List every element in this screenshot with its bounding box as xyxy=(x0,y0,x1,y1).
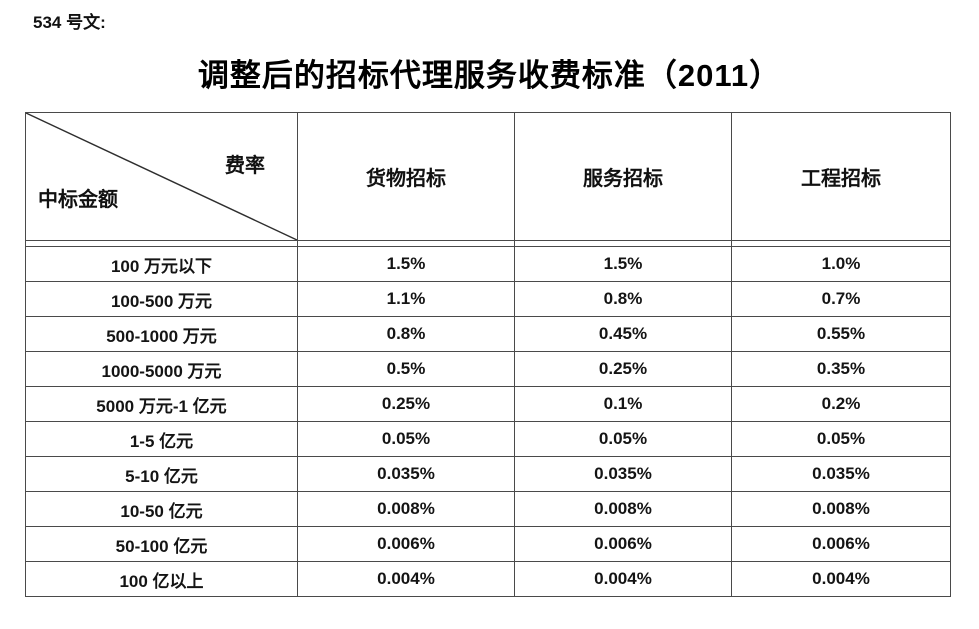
rate-cell: 0.004% xyxy=(297,561,515,597)
amount-range-cell: 500-1000 万元 xyxy=(25,316,298,352)
rate-cell: 0.8% xyxy=(297,316,515,352)
table-row: 10-50 亿元 0.008% 0.008% 0.008% xyxy=(25,491,951,527)
diagonal-line-icon xyxy=(26,113,297,240)
rate-cell: 1.5% xyxy=(514,246,732,282)
rate-cell: 0.035% xyxy=(297,456,515,492)
table-row: 100 亿以上 0.004% 0.004% 0.004% xyxy=(25,561,951,597)
amount-range-cell: 100-500 万元 xyxy=(25,281,298,317)
rate-cell: 0.7% xyxy=(731,281,951,317)
document-number-label: 534 号文: xyxy=(33,13,106,32)
rate-cell: 0.35% xyxy=(731,351,951,387)
table-row: 5-10 亿元 0.035% 0.035% 0.035% xyxy=(25,456,951,492)
rate-cell: 0.008% xyxy=(297,491,515,527)
amount-axis-label: 中标金额 xyxy=(38,189,118,211)
rate-cell: 0.004% xyxy=(731,561,951,597)
amount-range-cell: 5-10 亿元 xyxy=(25,456,298,492)
table-row: 50-100 亿元 0.006% 0.006% 0.006% xyxy=(25,526,951,562)
table-row: 1-5 亿元 0.05% 0.05% 0.05% xyxy=(25,421,951,457)
rate-cell: 1.0% xyxy=(731,246,951,282)
table-row: 5000 万元-1 亿元 0.25% 0.1% 0.2% xyxy=(25,386,951,422)
rate-cell: 1.5% xyxy=(297,246,515,282)
rate-axis-label: 费率 xyxy=(225,155,265,177)
rate-cell: 0.05% xyxy=(297,421,515,457)
amount-range-cell: 100 亿以上 xyxy=(25,561,298,597)
rate-cell: 0.55% xyxy=(731,316,951,352)
rate-cell: 0.035% xyxy=(731,456,951,492)
column-header-engineering: 工程招标 xyxy=(731,112,951,241)
table-row: 100 万元以下 1.5% 1.5% 1.0% xyxy=(25,246,951,282)
rate-cell: 0.8% xyxy=(514,281,732,317)
amount-range-cell: 5000 万元-1 亿元 xyxy=(25,386,298,422)
fee-rate-table: 费率 中标金额 货物招标 服务招标 工程招标 100 万元以下 1.5% 1.5% 1… xyxy=(25,112,951,597)
table-row: 1000-5000 万元 0.5% 0.25% 0.35% xyxy=(25,351,951,387)
table-header-row: 费率 中标金额 货物招标 服务招标 工程招标 xyxy=(25,112,951,241)
table-title: 调整后的招标代理服务收费标准（2011） xyxy=(197,58,782,93)
rate-cell: 1.1% xyxy=(297,281,515,317)
rate-cell: 0.006% xyxy=(514,526,732,562)
corner-cell: 费率 中标金额 xyxy=(25,112,298,241)
rate-cell: 0.1% xyxy=(514,386,732,422)
amount-range-cell: 1-5 亿元 xyxy=(25,421,298,457)
rate-cell: 0.25% xyxy=(297,386,515,422)
rate-cell: 0.05% xyxy=(514,421,732,457)
table-row: 500-1000 万元 0.8% 0.45% 0.55% xyxy=(25,316,951,352)
amount-range-cell: 50-100 亿元 xyxy=(25,526,298,562)
column-header-services: 服务招标 xyxy=(514,112,732,241)
rate-cell: 0.035% xyxy=(514,456,732,492)
rate-cell: 0.5% xyxy=(297,351,515,387)
column-header-goods: 货物招标 xyxy=(297,112,515,241)
table-row: 100-500 万元 1.1% 0.8% 0.7% xyxy=(25,281,951,317)
amount-range-cell: 10-50 亿元 xyxy=(25,491,298,527)
rate-cell: 0.008% xyxy=(514,491,732,527)
rate-cell: 0.45% xyxy=(514,316,732,352)
rate-cell: 0.008% xyxy=(731,491,951,527)
rate-cell: 0.006% xyxy=(297,526,515,562)
amount-range-cell: 1000-5000 万元 xyxy=(25,351,298,387)
amount-range-cell: 100 万元以下 xyxy=(25,246,298,282)
rate-cell: 0.05% xyxy=(731,421,951,457)
rate-cell: 0.25% xyxy=(514,351,732,387)
rate-cell: 0.2% xyxy=(731,386,951,422)
rate-cell: 0.006% xyxy=(731,526,951,562)
rate-cell: 0.004% xyxy=(514,561,732,597)
